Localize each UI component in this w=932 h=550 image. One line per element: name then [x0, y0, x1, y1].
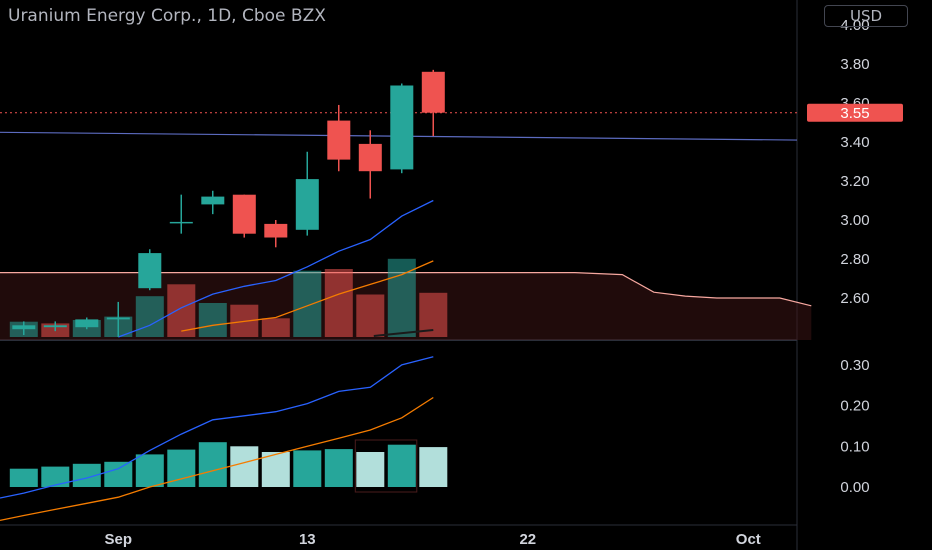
candle-11[interactable] — [358, 130, 382, 199]
candle-body — [358, 143, 382, 172]
time-axis-tick: Oct — [736, 531, 761, 548]
chart-title: Uranium Energy Corp., 1D, Cboe BZX — [8, 6, 326, 26]
candle-12[interactable] — [390, 83, 414, 174]
indicator-axis-tick: 0.20 — [840, 398, 869, 415]
indicator-bar-9 — [293, 450, 322, 487]
volume-bar-13 — [419, 292, 448, 337]
candle-7[interactable] — [232, 194, 256, 238]
indicator-highlight-box — [354, 439, 418, 493]
time-axis-tick: 13 — [299, 531, 316, 548]
moving-average-slow-line — [181, 260, 434, 332]
indicator-bar-7 — [230, 446, 259, 487]
time-axis-tick: 22 — [519, 531, 536, 548]
indicator-bar-2 — [72, 463, 101, 487]
indicator-bar-10 — [324, 449, 353, 487]
volume-bar-4 — [135, 296, 164, 337]
price-axis-tick: 3.40 — [840, 134, 869, 151]
indicator-bar-3 — [104, 461, 133, 487]
price-axis-tick: 3.80 — [840, 56, 869, 73]
candle-body — [232, 194, 256, 234]
indicator-line-slow — [0, 396, 434, 522]
indicator-bar-13 — [419, 447, 448, 487]
candle-5[interactable] — [169, 194, 193, 234]
indicator-bar-12 — [387, 444, 416, 487]
candle-body — [169, 221, 193, 224]
volume-bar-6 — [198, 303, 227, 337]
candle-body — [12, 325, 36, 330]
last-price-badge — [807, 103, 903, 122]
last-price-label: 3.55 — [840, 105, 869, 122]
volume-bar-5 — [167, 284, 196, 337]
indicator-bar-4 — [135, 454, 164, 487]
indicator-bar-6 — [198, 442, 227, 487]
volume-bar-11 — [356, 294, 385, 337]
candle-body — [327, 120, 351, 160]
candle-body — [421, 71, 445, 113]
candle-body — [43, 325, 67, 328]
candle-body — [201, 196, 225, 205]
indicator-bar-8 — [261, 452, 290, 487]
candle-0[interactable] — [12, 321, 36, 336]
candle-10[interactable] — [327, 104, 351, 172]
price-axis-tick: 3.20 — [840, 173, 869, 190]
volume-bar-10 — [324, 269, 353, 337]
volume-bar-9 — [293, 270, 322, 337]
candle-13[interactable] — [421, 69, 445, 137]
indicator-axis-tick: 0.30 — [840, 357, 869, 374]
candle-9[interactable] — [295, 151, 319, 236]
candle-2[interactable] — [75, 317, 99, 330]
candle-body — [138, 253, 162, 289]
indicator-bar-0 — [9, 468, 38, 487]
resistance-zone-line — [0, 272, 812, 307]
candle-4[interactable] — [138, 249, 162, 291]
candle-body — [295, 179, 319, 230]
indicator-line-fast — [0, 356, 434, 499]
volume-bar-12 — [387, 258, 416, 337]
price-axis-tick: 4.00 — [840, 17, 869, 34]
indicator-bar-11 — [356, 452, 385, 487]
indicator-axis-tick: 0.00 — [840, 479, 869, 496]
price-axis-tick: 3.00 — [840, 212, 869, 229]
time-axis-tick: Sep — [105, 531, 133, 548]
candle-body — [75, 319, 99, 328]
indicator-axis-tick: 0.10 — [840, 438, 869, 455]
candle-body — [106, 317, 130, 320]
price-axis-tick: 2.60 — [840, 290, 869, 307]
candle-body — [390, 85, 414, 170]
indicator-bar-1 — [41, 466, 70, 487]
candle-body — [264, 223, 288, 238]
price-axis-tick: 2.80 — [840, 251, 869, 268]
candle-8[interactable] — [264, 220, 288, 248]
candle-6[interactable] — [201, 190, 225, 215]
candle-1[interactable] — [43, 321, 67, 332]
currency-button[interactable]: USD — [824, 5, 908, 27]
volume-bar-8 — [261, 318, 290, 337]
candle-3[interactable] — [106, 301, 130, 337]
moving-average-fast-line — [118, 199, 434, 338]
volume-ma-line — [373, 329, 434, 337]
